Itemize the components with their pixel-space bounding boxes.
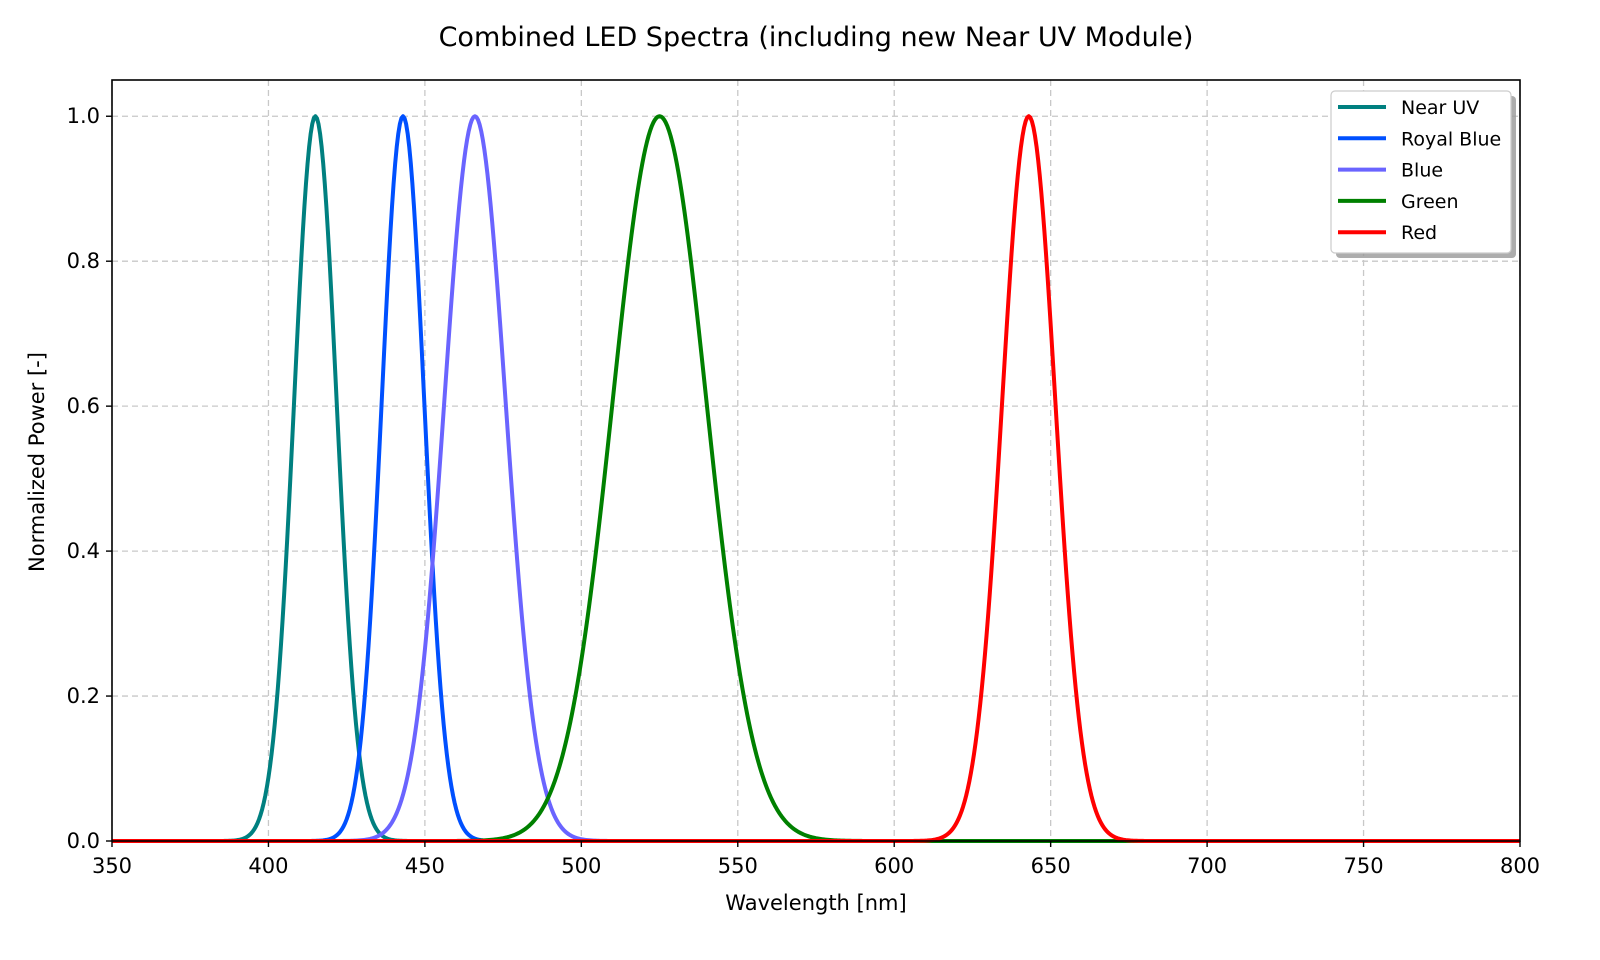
legend-label: Red [1401, 222, 1437, 244]
x-tick-label: 500 [561, 854, 601, 878]
y-tick-label: 1.0 [67, 104, 100, 128]
x-tick-label: 350 [92, 854, 132, 878]
x-axis-ticks: 350 400 450 500 550 600 650 700 750 800 [92, 841, 1540, 878]
grid-lines [111, 80, 1521, 842]
y-tick-label: 0.4 [67, 539, 100, 563]
y-tick-label: 0.6 [67, 394, 100, 418]
x-tick-label: 400 [248, 854, 288, 878]
y-axis-label: Normalized Power [-] [25, 352, 49, 572]
plot-frame [111, 79, 1521, 842]
series-green [111, 114, 1521, 843]
legend-box [1330, 90, 1512, 254]
series-blue [111, 114, 1521, 843]
x-axis-label: Wavelength [nm] [725, 891, 906, 915]
series-near-uv [111, 114, 1521, 843]
series-royal-blue [111, 114, 1521, 843]
x-tick-label: 750 [1344, 854, 1384, 878]
series-red [111, 114, 1521, 843]
legend: Near UV Royal Blue Blue Green Red [1330, 90, 1516, 258]
chart-title: Combined LED Spectra (including new Near… [439, 22, 1194, 53]
legend-label: Blue [1401, 160, 1443, 182]
x-tick-label: 600 [874, 854, 914, 878]
x-tick-label: 450 [405, 854, 445, 878]
x-tick-label: 800 [1500, 854, 1540, 878]
x-tick-label: 700 [1187, 854, 1227, 878]
y-axis-ticks: 0.0 0.2 0.4 0.6 0.8 1.0 [67, 104, 112, 853]
x-tick-label: 650 [1031, 854, 1071, 878]
legend-label: Near UV [1401, 97, 1479, 119]
legend-label: Royal Blue [1401, 128, 1501, 150]
legend-label: Green [1401, 191, 1459, 213]
x-tick-label: 550 [718, 854, 758, 878]
y-tick-label: 0.0 [67, 829, 100, 853]
y-tick-label: 0.8 [67, 249, 100, 273]
data-series [111, 114, 1521, 843]
y-tick-label: 0.2 [67, 684, 100, 708]
